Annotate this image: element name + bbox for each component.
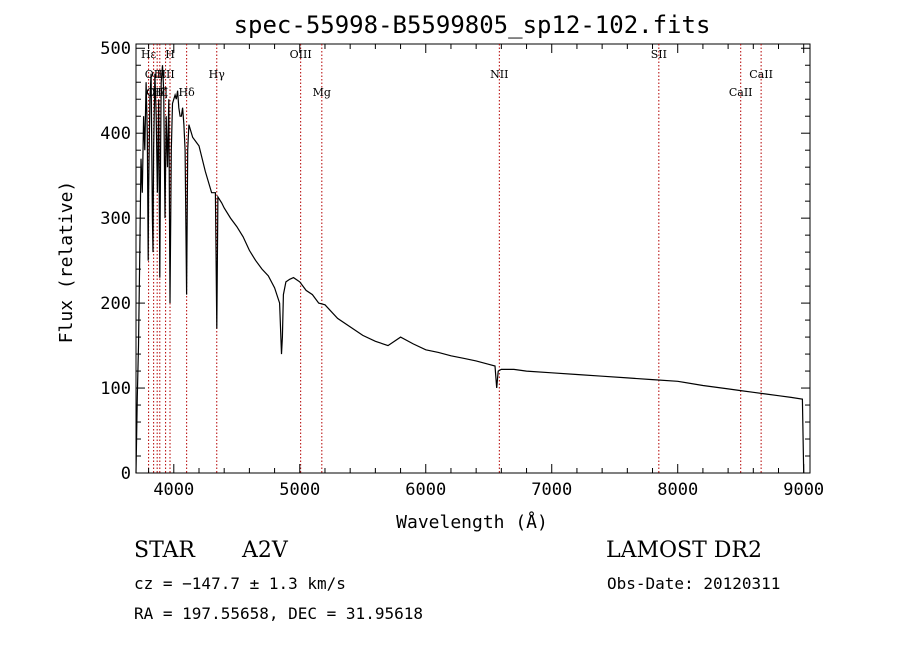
spectral-line-label: CaII [749, 68, 773, 81]
spectral-line-label: HII [156, 68, 174, 81]
spectral-line-label: Hγ [209, 68, 226, 81]
spectral-line-label: NII [490, 68, 508, 81]
obs-date: Obs-Date: 20120311 [607, 574, 781, 593]
y-tick-label: 400 [100, 124, 131, 144]
spectral-line-label: H [165, 48, 175, 61]
y-tick-label: 200 [100, 294, 131, 314]
y-tick-label: 100 [100, 379, 131, 399]
survey-name: LAMOST DR2 [606, 538, 762, 563]
object-type: STAR [134, 538, 195, 563]
x-tick-label: 8000 [657, 480, 698, 500]
y-tick-label: 0 [121, 464, 131, 484]
x-tick-label: 4000 [153, 480, 194, 500]
coordinates: RA = 197.55658, DEC = 31.95618 [134, 604, 423, 623]
y-tick-label: 300 [100, 209, 131, 229]
spectral-line-label: Hδ [179, 86, 196, 99]
spectral-line-label: OIII [290, 48, 312, 61]
spectral-line-label: CaII [729, 86, 753, 99]
x-axis-label: Wavelength (Å) [396, 511, 548, 533]
spectral-subclass: A2V [242, 538, 288, 563]
redshift-text: cz = −147.7 ± 1.3 km/s [134, 574, 346, 593]
x-tick-label: 5000 [279, 480, 320, 500]
y-tick-label: 500 [100, 39, 131, 59]
x-tick-label: 7000 [531, 480, 572, 500]
x-tick-label: 6000 [405, 480, 446, 500]
x-tick-label: 9000 [783, 480, 824, 500]
spectral-line-label: OII [145, 68, 163, 81]
y-axis-label: Flux (relative) [56, 181, 77, 344]
spectral-line-label: Mg [313, 86, 331, 99]
chart-title: spec-55998-B5599805_sp12-102.fits [234, 11, 711, 39]
plot-frame [135, 43, 811, 474]
spectral-line-label: Hε [141, 48, 157, 61]
flux-series-line [135, 65, 805, 474]
spectral-line-label: SII [651, 48, 667, 61]
axis-ticks: 4000 5000 6000 7000 8000 9000 0 100 200 300 400 500 [100, 39, 824, 500]
